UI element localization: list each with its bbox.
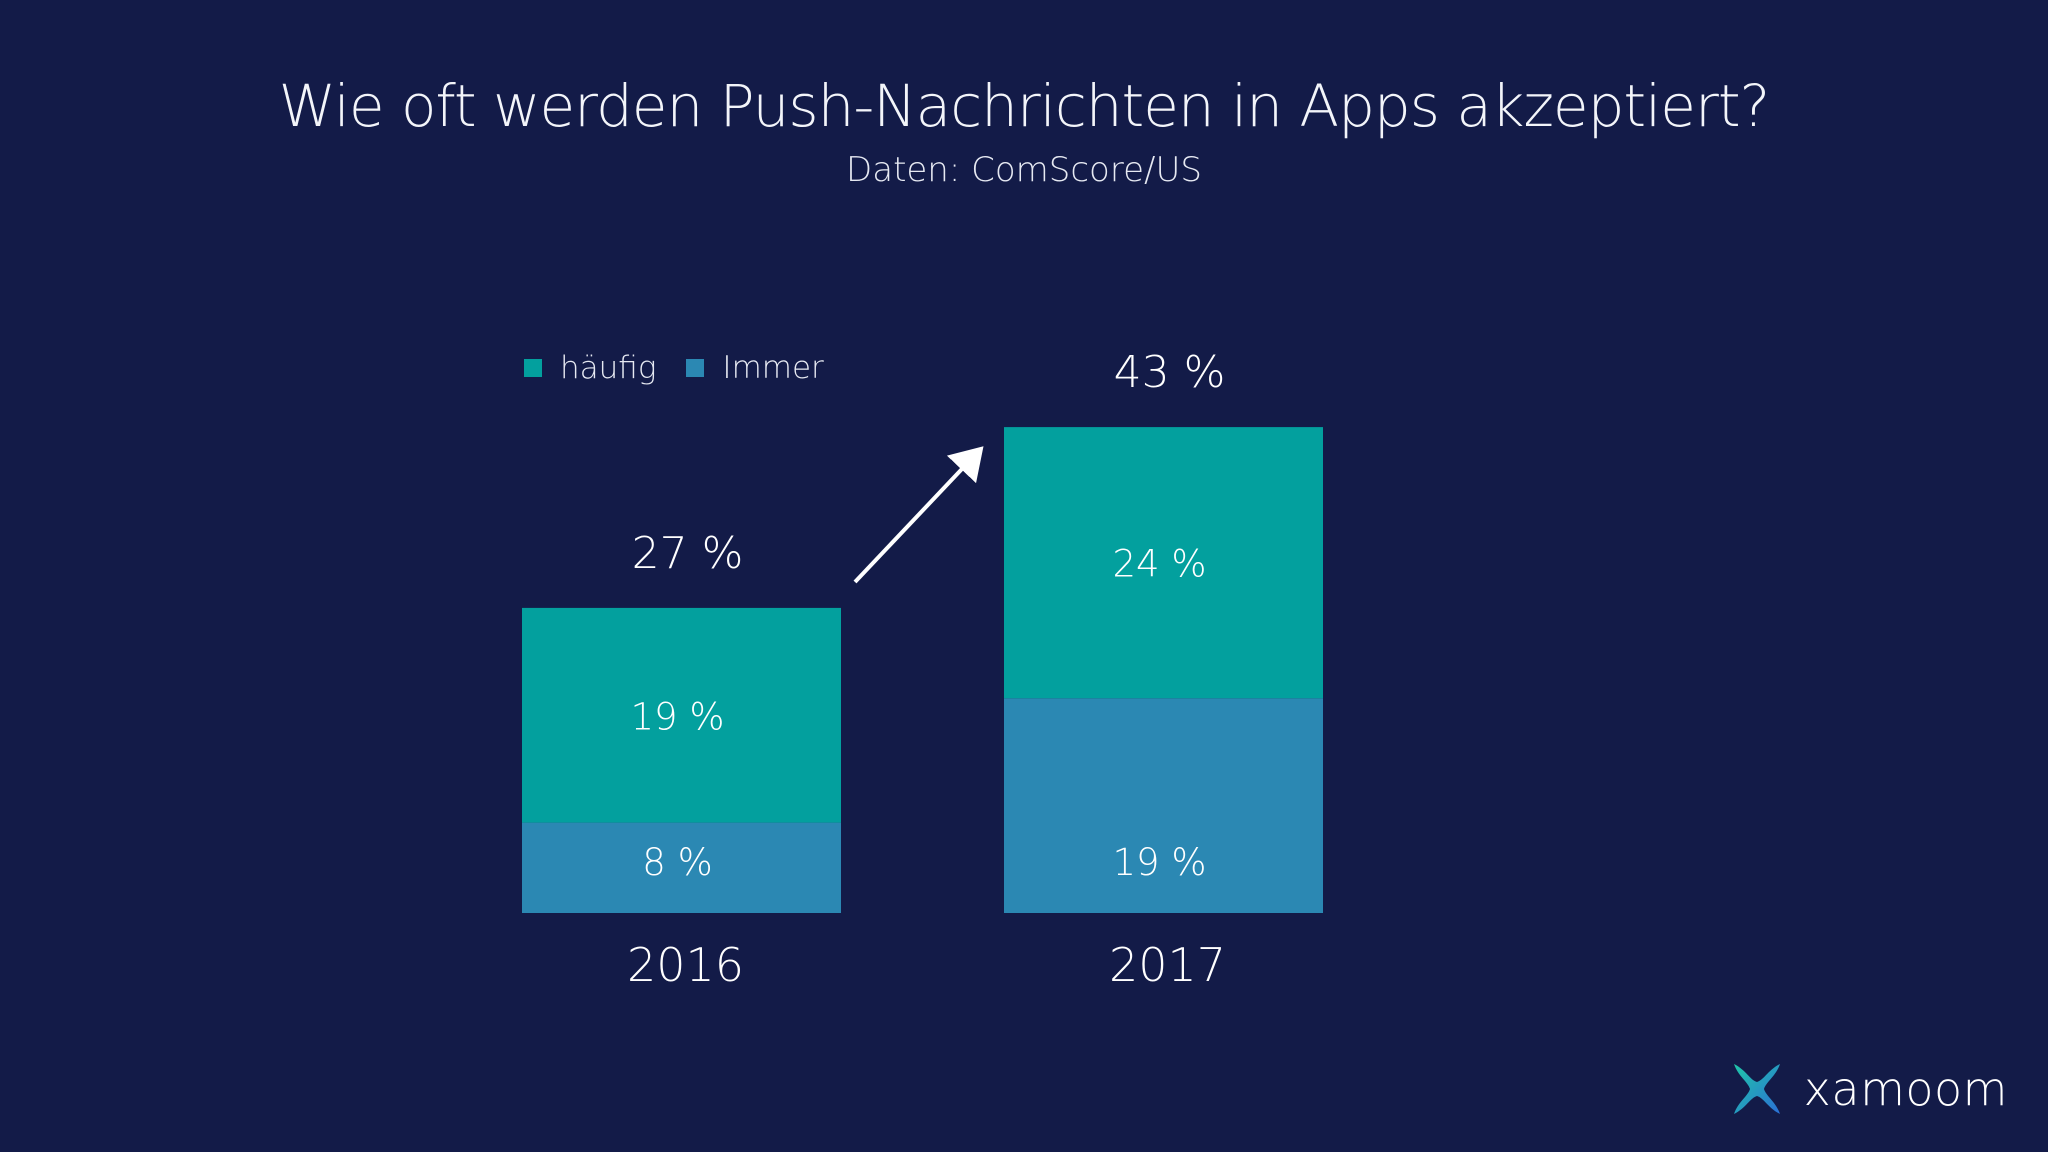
legend-item-immer: Immer [686,350,824,386]
total-label-2016: 27 % [632,528,744,579]
data-label-immer-2017: 19 % [1113,841,1207,884]
chart-legend: häufig Immer [524,350,824,386]
logo-text: xamoom [1803,1062,2008,1116]
legend-item-haeufig: häufig [524,350,656,386]
chart-subtitle: Daten: ComScore/US [846,150,1202,190]
data-label-haeufig-2016: 19 % [631,695,725,738]
data-label-haeufig-2017: 24 % [1113,543,1207,586]
chart-title: Wie oft werden Push-Nachrichten in Apps … [278,72,1771,140]
category-label-2017: 2017 [1109,938,1226,992]
trend-arrow-icon [853,446,984,584]
xamoom-logo: xamoom [1728,1060,2008,1118]
bar-segment-immer-2016 [522,822,841,913]
bar-segment-haeufig-2017 [1004,427,1323,699]
total-label-2017: 43 % [1114,347,1226,398]
legend-swatch-haeufig [524,359,542,377]
xamoom-logo-icon [1733,1064,1780,1114]
bar-segment-immer-2017 [1004,698,1323,913]
bar-segment-haeufig-2016 [522,607,841,823]
legend-label-immer: Immer [722,350,824,386]
category-label-2016: 2016 [627,938,744,992]
legend-label-haeufig: häufig [560,350,657,386]
data-label-immer-2016: 8 % [642,841,712,884]
legend-swatch-immer [686,359,705,377]
